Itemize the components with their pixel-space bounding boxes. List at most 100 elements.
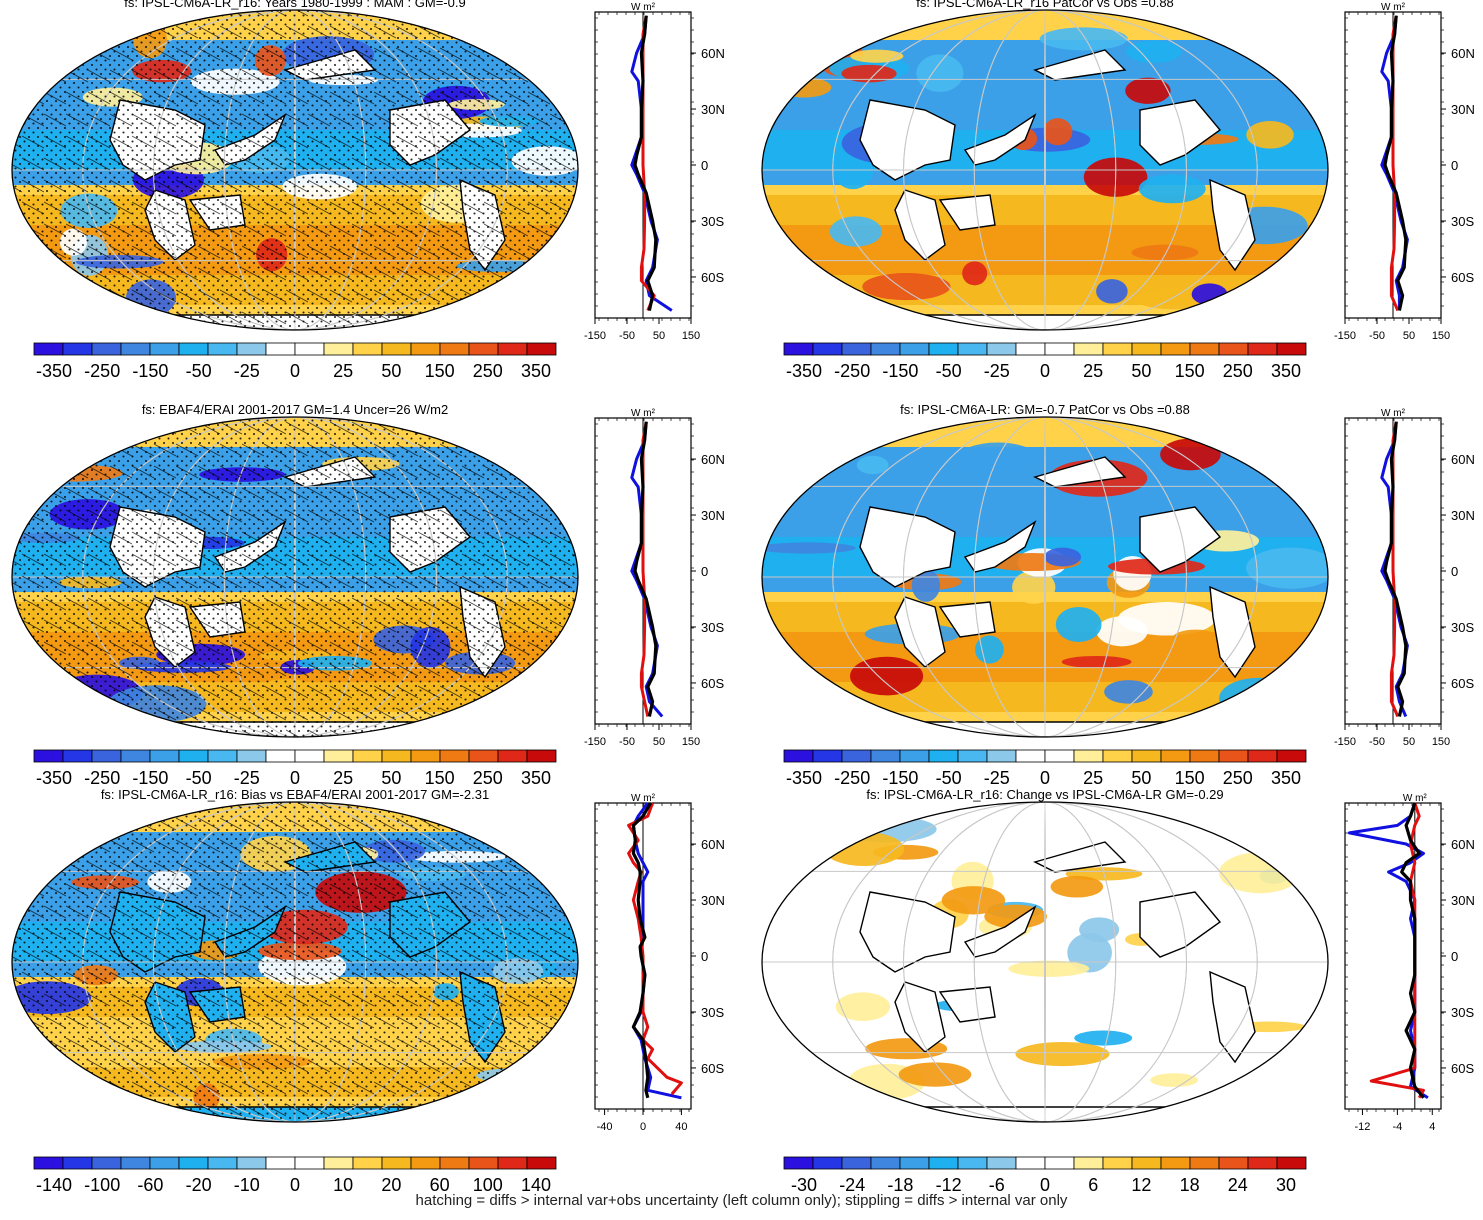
profile-x-tick: 150	[1432, 736, 1450, 748]
colorbar-tick-label: 0	[290, 1175, 300, 1195]
colorbar-segment	[294, 342, 325, 356]
profile-lat-tick: 30S	[701, 620, 724, 635]
land-outline	[1033, 49, 1127, 81]
map-field	[762, 802, 1328, 1122]
map-border	[11, 416, 579, 738]
colorbar-segment	[149, 1156, 180, 1170]
colorbar-segment	[497, 1156, 528, 1170]
colorbar-tick-label: -25	[984, 361, 1010, 381]
colorbar-segment	[928, 1156, 959, 1170]
land-outline	[1139, 891, 1222, 958]
profile-x-tick: 50	[653, 736, 665, 748]
land-outline	[963, 905, 1037, 958]
colorbar-segment	[928, 342, 959, 356]
colorbar-segment	[1276, 1156, 1307, 1170]
colorbar-segment	[812, 749, 843, 763]
colorbar-segment	[783, 342, 814, 356]
profile-lat-tick: 60N	[1451, 452, 1475, 467]
colorbar-segment	[1015, 1156, 1046, 1170]
land-outline	[1139, 506, 1222, 573]
profile-x-tick: -4	[1392, 1121, 1402, 1133]
colorbar-tick-label: -150	[132, 768, 168, 788]
colorbar-segment	[33, 749, 64, 763]
colorbar-tick-label: 50	[381, 768, 401, 788]
map-title: fs: IPSL-CM6A-LR_r16 PatCor vs Obs =0.88	[916, 0, 1174, 10]
colorbar-segment	[1189, 342, 1220, 356]
colorbar-segment	[439, 749, 470, 763]
colorbar-tick-label: -60	[137, 1175, 163, 1195]
colorbar-segment	[468, 342, 499, 356]
profile-x-tick: 150	[682, 330, 700, 342]
colorbar-tick-label: 150	[1175, 361, 1205, 381]
profile-series-black	[631, 802, 653, 1099]
colorbar-segment	[1102, 1156, 1133, 1170]
colorbar-segment	[1102, 342, 1133, 356]
colorbar-tick-label: -250	[84, 768, 120, 788]
land-outline	[963, 520, 1037, 573]
map-border	[761, 416, 1329, 738]
colorbar-segment	[294, 749, 325, 763]
panel-1: fs: IPSL-CM6A-LR_r16: Years 1980-1999 : …	[11, 0, 725, 381]
colorbar-segment	[91, 1156, 122, 1170]
profile-lat-tick: 60N	[701, 452, 725, 467]
colorbar-segment	[62, 1156, 93, 1170]
colorbar-segment	[1160, 1156, 1191, 1170]
zonal-mean-profile: W m² 60N 30N 0 30S 60S -150 -50 50 150	[584, 2, 725, 342]
colorbar-segment	[783, 749, 814, 763]
profile-lat-tick: 60S	[1451, 676, 1474, 691]
colorbar-segment	[1131, 342, 1162, 356]
colorbar-tick-label: 0	[1040, 361, 1050, 381]
colorbar-tick-label: 25	[1083, 768, 1103, 788]
colorbar-tick-label: 100	[473, 1175, 503, 1195]
profile-lat-tick: 60N	[1451, 46, 1475, 61]
colorbar-segment	[1073, 342, 1104, 356]
map-border	[11, 9, 579, 331]
colorbar-segment	[526, 749, 557, 763]
profile-x-tick: 0	[640, 1121, 646, 1133]
colorbar-segment	[841, 749, 872, 763]
colorbar-segment	[870, 1156, 901, 1170]
hatching	[12, 10, 578, 330]
profile-lat-tick: 30N	[1451, 893, 1475, 908]
hatching	[12, 802, 578, 1122]
profile-series-black	[1383, 421, 1408, 717]
profile-series-black	[633, 421, 658, 717]
map-title: fs: IPSL-CM6A-LR_r16: Bias vs EBAF4/ERAI…	[101, 787, 489, 802]
profile-lat-tick: 30S	[1451, 620, 1474, 635]
colorbar-segment	[1218, 342, 1249, 356]
profile-lat-tick: 0	[701, 158, 708, 173]
colorbar: -350 -250 -150 -50 -25 0 25 50 150 250 350	[783, 342, 1307, 381]
profile-lat-tick: 60S	[701, 676, 724, 691]
profile-x-tick: -50	[1369, 736, 1385, 748]
map-field	[12, 10, 578, 330]
colorbar-segment	[841, 1156, 872, 1170]
profile-lat-tick: 30N	[701, 102, 725, 117]
colorbar-segment	[1276, 749, 1307, 763]
colorbar-segment	[323, 749, 354, 763]
profile-lat-tick: 0	[1451, 949, 1458, 964]
colorbar-tick-label: -25	[984, 768, 1010, 788]
profile-x-tick: -150	[1334, 330, 1356, 342]
land-outline	[938, 194, 996, 231]
colorbar-tick-label: -10	[234, 1175, 260, 1195]
colorbar-tick-label: -150	[132, 361, 168, 381]
panel-3: fs: EBAF4/ERAI 2001-2017 GM=1.4 Uncer=26…	[11, 402, 725, 788]
colorbar-segment	[497, 749, 528, 763]
colorbar-segment	[526, 1156, 557, 1170]
map-field	[762, 417, 1328, 737]
profile-unit: W m²	[631, 793, 656, 804]
colorbar-segment	[957, 1156, 988, 1170]
land-outline	[1209, 970, 1256, 1064]
colorbar-segment	[207, 342, 238, 356]
colorbar: -140 -100 -60 -20 -10 0 10 20 60 100 140	[33, 1156, 557, 1195]
profile-lat-tick: 60S	[1451, 270, 1474, 285]
colorbar-segment	[265, 749, 296, 763]
profile-x-tick: 150	[682, 736, 700, 748]
colorbar-tick-label: -350	[786, 361, 822, 381]
profile-x-tick: 50	[653, 330, 665, 342]
colorbar-tick-label: -50	[936, 361, 962, 381]
colorbar-segment	[812, 342, 843, 356]
colorbar-segment	[207, 1156, 238, 1170]
land-outline	[1209, 178, 1256, 272]
